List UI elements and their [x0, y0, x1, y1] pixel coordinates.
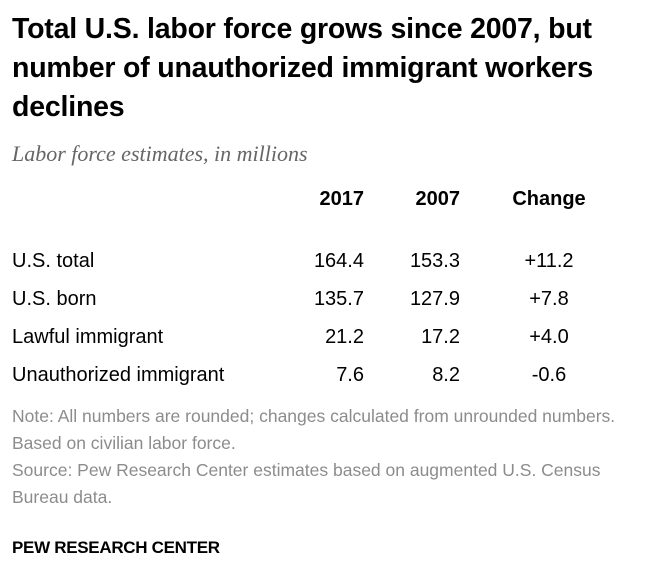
column-header-2017: 2017 [319, 187, 365, 210]
cell-change: +4.0 [529, 325, 569, 348]
note-text: Note: All numbers are rounded; changes c… [12, 406, 616, 453]
cell-change: +11.2 [524, 249, 574, 272]
chart-subtitle: Labor force estimates, in millions [12, 141, 308, 166]
table-row-lawful-immigrant: Lawful immigrant 21.2 17.2 +4.0 [12, 318, 638, 356]
pew-research-center-logo: PEW RESEARCH CENTER [12, 538, 220, 557]
labor-force-table: 2017 2007 Change U.S. total 164.4 153.3 … [12, 176, 638, 394]
row-label: Unauthorized immigrant [12, 363, 225, 386]
cell-2017: 164.4 [313, 249, 364, 272]
table-header-row: 2017 2007 Change [12, 176, 638, 222]
column-header-change: Change [512, 187, 586, 210]
cell-2017: 135.7 [313, 287, 364, 310]
cell-2007: 8.2 [432, 363, 460, 386]
column-header-2007: 2007 [415, 187, 461, 210]
cell-2007: 127.9 [409, 287, 460, 310]
cell-change: -0.6 [531, 363, 567, 386]
table-row-us-total: U.S. total 164.4 153.3 +11.2 [12, 242, 638, 280]
cell-2017: 7.6 [336, 363, 364, 386]
table-spacer [12, 222, 638, 242]
chart-title: Total U.S. labor force grows since 2007,… [12, 13, 594, 123]
footnotes: Note: All numbers are rounded; changes c… [12, 403, 632, 511]
header-label-cell [12, 176, 280, 222]
cell-change: +7.8 [529, 287, 569, 310]
table-row-unauthorized-immigrant: Unauthorized immigrant 7.6 8.2 -0.6 [12, 356, 638, 394]
cell-2007: 17.2 [421, 325, 460, 348]
source-text: Source: Pew Research Center estimates ba… [12, 460, 601, 507]
row-label: U.S. born [12, 287, 97, 310]
table-row-us-born: U.S. born 135.7 127.9 +7.8 [12, 280, 638, 318]
row-label: Lawful immigrant [12, 325, 164, 348]
row-label: U.S. total [12, 249, 95, 272]
cell-2017: 21.2 [325, 325, 364, 348]
cell-2007: 153.3 [409, 249, 460, 272]
